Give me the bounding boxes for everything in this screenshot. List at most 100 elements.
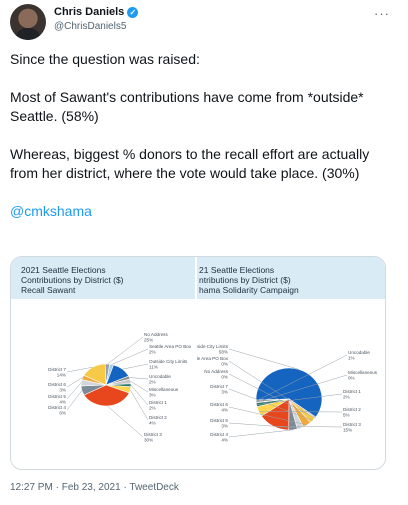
data-label-name: Outside City Limits <box>197 344 229 349</box>
data-label-value: 0% <box>221 375 228 380</box>
data-label-name: Outside City Limits <box>149 359 188 364</box>
more-icon[interactable]: ··· <box>374 6 390 21</box>
leader-line <box>228 429 294 438</box>
data-label-name: ttle Area PO Box <box>197 356 229 361</box>
data-label-name: District 6 <box>210 402 228 407</box>
data-label-value: 4% <box>149 421 156 426</box>
chart-title-bar: 2021 Seattle Elections Contributions by … <box>11 257 196 299</box>
tweet-meta: 12:27 PM · Feb 23, 2021 · TweetDeck <box>10 482 179 493</box>
leader-line <box>107 336 144 365</box>
data-label-value: 3% <box>149 393 156 398</box>
data-label-name: District 1 <box>149 400 167 405</box>
data-label-name: District 3 <box>144 432 162 437</box>
chart-title-line-1: 21 Seattle Elections <box>199 265 275 275</box>
data-label-name: District 5 <box>210 418 228 423</box>
data-label-name: Uncodable <box>348 350 370 355</box>
pie-slice <box>83 363 107 386</box>
chart-title-line-3: hama Solidarity Campaign <box>199 285 299 295</box>
data-label-name: District 3 <box>343 422 361 427</box>
data-label-value: 4% <box>59 400 66 405</box>
leader-line <box>66 377 83 388</box>
chart-image-recall[interactable]: 2021 Seattle Elections Contributions by … <box>11 257 196 469</box>
leader-line <box>129 377 149 380</box>
data-label-value: 3% <box>221 390 228 395</box>
data-label-value: 3% <box>59 388 66 393</box>
data-label-name: District 6 <box>48 382 66 387</box>
leader-line <box>228 422 301 429</box>
data-label-value: 58% <box>219 350 228 355</box>
data-label-name: District 7 <box>48 367 66 372</box>
mention-link[interactable]: @cmkshama <box>10 203 92 219</box>
tweet-paragraph-2: Most of Sawant's contributions have come… <box>10 89 364 124</box>
chart-title-line-1: 2021 Seattle Elections <box>21 265 106 275</box>
data-label-name: District 7 <box>210 384 228 389</box>
chart-title-bar: 21 Seattle Elections ntributions by Dist… <box>197 257 385 299</box>
tweet-header: Chris Daniels ✓ @ChrisDaniels5 ··· <box>10 4 398 44</box>
data-label-name: Seattle Area PO Box <box>149 344 192 349</box>
leader-line <box>66 366 93 373</box>
leader-line <box>273 425 343 428</box>
leader-line <box>228 406 308 426</box>
tweet-time[interactable]: 12:27 PM <box>10 482 53 493</box>
data-label-value: 15% <box>343 428 352 433</box>
tweet-line-1: Since the question was raised: <box>10 51 200 67</box>
tweet-text: Since the question was raised: Most of S… <box>10 50 395 221</box>
data-label-name: No Address <box>144 332 168 337</box>
leader-line <box>228 348 299 370</box>
leader-line <box>107 405 144 438</box>
chart-title-line-2: ntributions by District ($) <box>199 275 291 285</box>
leader-line <box>228 360 316 418</box>
tweet-source[interactable]: TweetDeck <box>129 482 179 493</box>
data-label-name: District 5 <box>48 394 66 399</box>
leader-line <box>256 374 348 403</box>
leader-line <box>256 393 343 405</box>
data-label-value: 4% <box>221 438 228 443</box>
leader-line <box>66 390 83 411</box>
avatar[interactable] <box>10 4 46 40</box>
data-label-name: Miscellaneous <box>348 370 378 375</box>
data-label-value: 14% <box>57 373 66 378</box>
data-label-value: 6% <box>59 411 66 416</box>
data-label-value: 2% <box>343 395 350 400</box>
pie-slice <box>255 398 290 403</box>
leader-line <box>130 385 149 406</box>
data-label-value: 1% <box>348 356 355 361</box>
leader-line <box>228 388 314 421</box>
data-label-value: 2% <box>149 380 156 385</box>
media-grid: 2021 Seattle Elections Contributions by … <box>10 256 386 470</box>
data-label-value: 30% <box>144 438 153 443</box>
data-label-value: 2% <box>149 406 156 411</box>
leader-line <box>66 382 82 400</box>
leader-line <box>122 363 149 370</box>
verified-badge-icon: ✓ <box>127 6 139 18</box>
leader-line <box>130 389 149 421</box>
data-label-name: Uncodable <box>149 374 171 379</box>
author-handle[interactable]: @ChrisDaniels5 <box>54 21 127 32</box>
data-label-name: District 2 <box>343 407 361 412</box>
meta-separator: · <box>55 482 59 493</box>
data-label-name: District 2 <box>149 415 167 420</box>
data-label-value: 0% <box>221 362 228 367</box>
leader-line <box>228 373 316 419</box>
chart-image-solidarity[interactable]: 21 Seattle Elections ntributions by Dist… <box>197 257 385 469</box>
meta-separator: · <box>123 482 127 493</box>
data-label-value: 5% <box>343 413 350 418</box>
data-label-value: 0% <box>348 376 355 381</box>
leader-line <box>258 411 343 413</box>
tweet-date[interactable]: Feb 23, 2021 <box>61 482 121 493</box>
data-label-value: 11% <box>149 365 158 370</box>
leader-line <box>130 381 149 393</box>
chart-title-line-3: Recall Sawant <box>21 285 76 295</box>
tweet-paragraph-3: Whereas, biggest % donors to the recall … <box>10 146 370 181</box>
chart-title-line-2: Contributions by District ($) <box>21 275 124 285</box>
data-label-value: 4% <box>221 408 228 413</box>
author-name-row[interactable]: Chris Daniels ✓ <box>54 6 139 18</box>
data-label-value: 2% <box>149 350 156 355</box>
leader-line <box>256 354 348 402</box>
data-label-name: District 4 <box>48 405 66 410</box>
data-label-value: 25% <box>144 338 153 343</box>
avatar-shoulders <box>15 28 41 40</box>
author-name[interactable]: Chris Daniels <box>54 6 125 18</box>
